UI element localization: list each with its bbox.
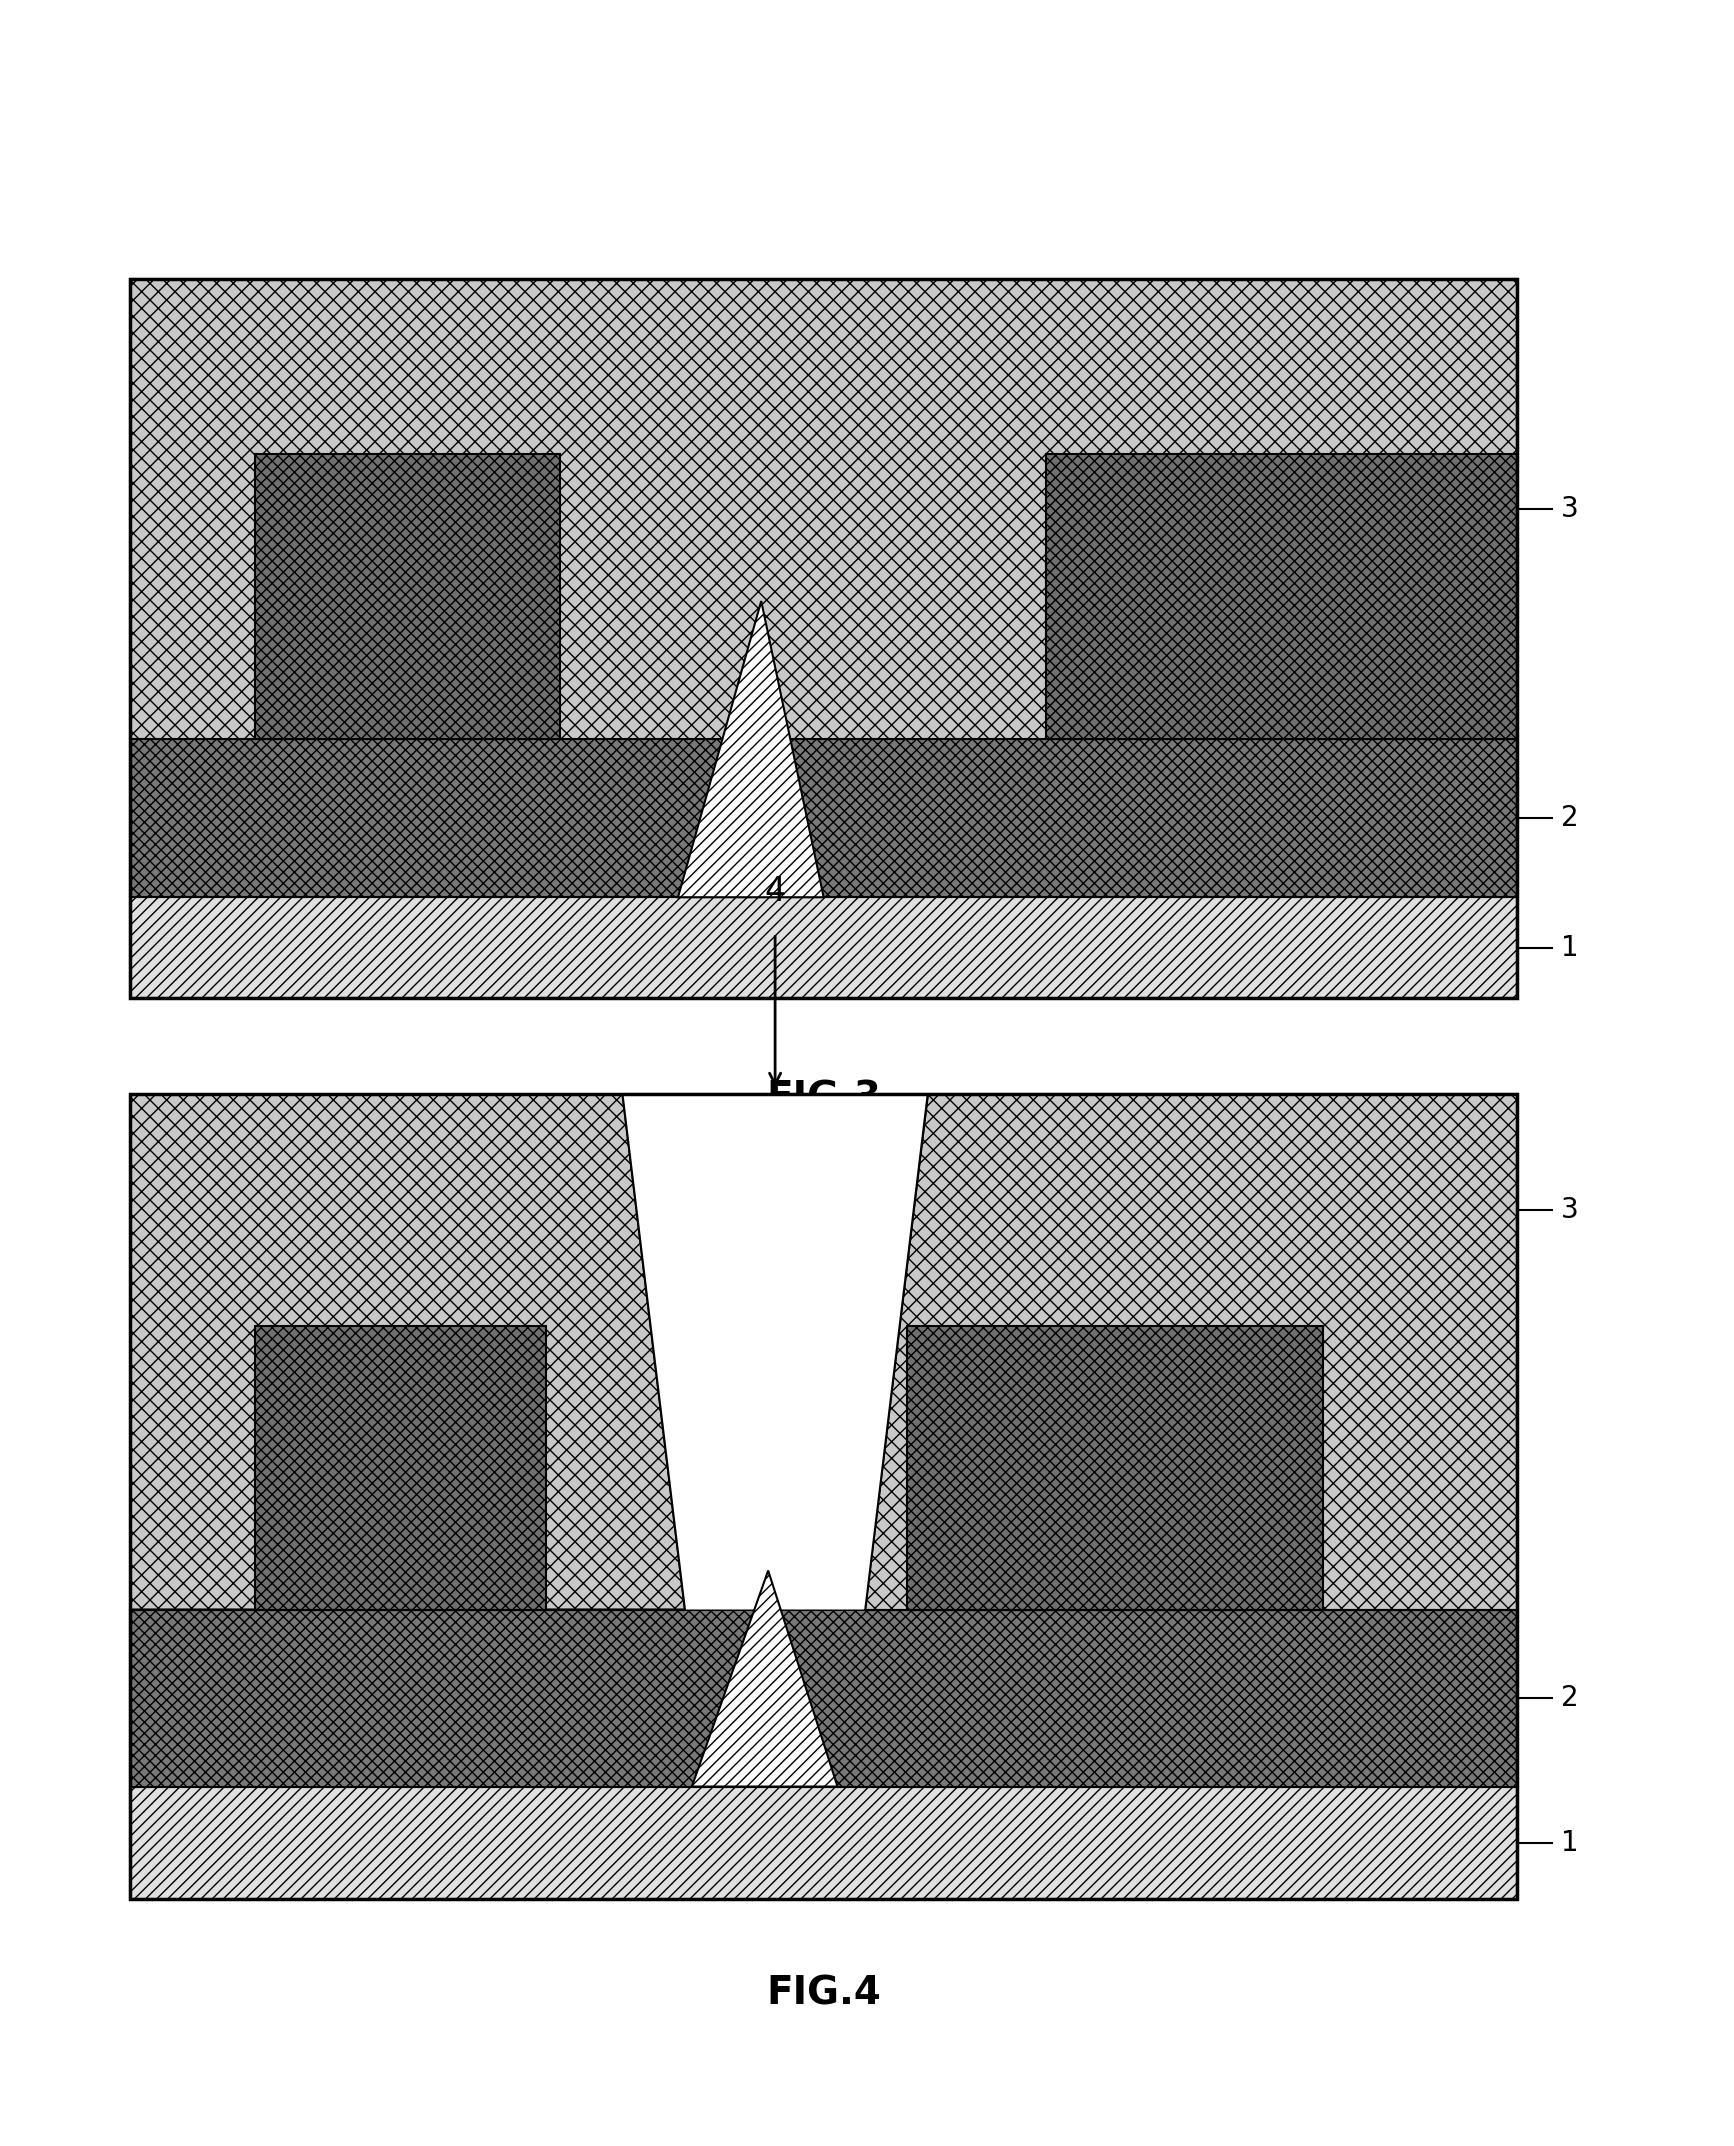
Text: 2: 2 [1561,805,1578,833]
Polygon shape [623,1094,928,1610]
Polygon shape [678,601,824,897]
Text: 4: 4 [765,876,786,908]
Bar [130,279,1517,998]
Bar [130,897,1517,998]
Bar [907,1326,1323,1610]
Bar [130,738,1517,897]
Text: FIG.4: FIG.4 [766,1974,881,2013]
Text: 1: 1 [1561,1828,1578,1856]
Text: 3: 3 [1561,1195,1578,1225]
Polygon shape [692,1571,838,1785]
Bar [255,453,560,738]
Bar [130,279,1517,738]
Text: FIG.3: FIG.3 [766,1079,881,1118]
Bar [1046,453,1517,738]
Text: 3: 3 [1561,496,1578,524]
Bar [130,1610,1517,1785]
Bar [130,1785,1517,1899]
Text: 2: 2 [1561,1685,1578,1713]
Bar [130,1094,1517,1899]
Text: 1: 1 [1561,934,1578,961]
Bar [255,1326,546,1610]
Polygon shape [865,1094,1517,1610]
Polygon shape [130,1094,685,1610]
